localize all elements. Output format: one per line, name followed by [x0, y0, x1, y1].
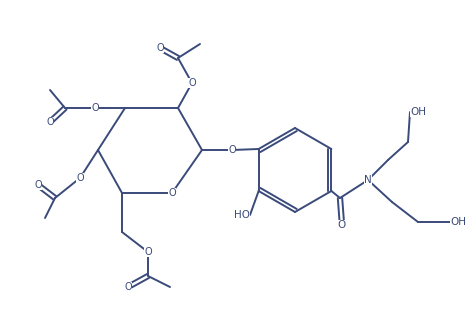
Text: O: O: [168, 188, 176, 198]
Text: O: O: [144, 247, 152, 257]
Text: O: O: [156, 43, 164, 53]
Text: OH: OH: [410, 107, 426, 117]
Text: O: O: [338, 220, 346, 230]
Text: HO: HO: [234, 210, 250, 220]
Text: O: O: [188, 78, 196, 88]
Text: O: O: [124, 282, 132, 292]
Text: O: O: [46, 117, 54, 127]
Text: N: N: [364, 175, 372, 185]
Text: O: O: [76, 173, 84, 183]
Text: O: O: [91, 103, 99, 113]
Text: O: O: [228, 145, 236, 155]
Text: OH: OH: [450, 217, 466, 227]
Text: O: O: [34, 180, 42, 190]
